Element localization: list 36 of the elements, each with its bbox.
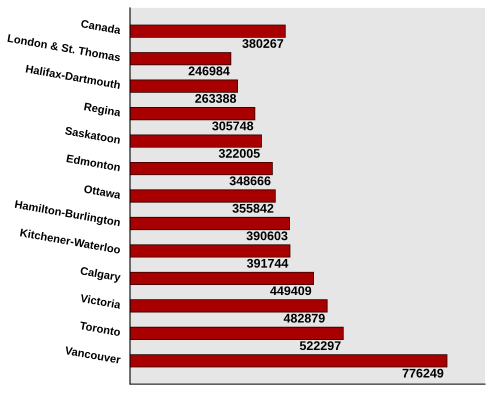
bar (130, 189, 276, 203)
y-tick-label: Toronto (79, 322, 121, 336)
bar (130, 24, 286, 38)
data-label: 263388 (195, 94, 236, 103)
y-tick-label: London & St. Thomas (7, 34, 121, 62)
data-label: 322005 (218, 148, 260, 158)
data-label: 246984 (188, 66, 230, 76)
bar (130, 162, 273, 176)
data-label: 482879 (284, 314, 325, 323)
data-label: 449409 (270, 286, 312, 296)
bar (130, 107, 256, 120)
data-label: 776249 (402, 368, 444, 378)
data-label: 355842 (232, 204, 274, 213)
data-label: 305748 (212, 121, 254, 130)
y-tick-label: Saskatoon (64, 126, 121, 144)
bar (130, 52, 232, 66)
y-tick-label: Canada (80, 19, 122, 34)
y-tick-label: Ottawa (84, 184, 122, 199)
data-label: 391744 (246, 258, 288, 268)
bar (130, 80, 238, 93)
data-label: 348666 (230, 176, 270, 186)
data-label: 390603 (246, 231, 288, 240)
y-tick-label: Calgary (80, 266, 122, 284)
y-tick-label: Regina (84, 102, 122, 119)
y-tick-label: Victoria (80, 294, 122, 309)
data-label: 522297 (300, 341, 341, 350)
y-tick-label: Edmonton (66, 154, 120, 172)
data-label: 380267 (242, 39, 284, 48)
bar (130, 326, 344, 340)
y-tick-label: Vancouver (64, 346, 121, 364)
bar (130, 299, 328, 312)
bar (130, 244, 290, 258)
bar (130, 354, 448, 368)
bar (130, 216, 290, 230)
bar (130, 134, 262, 148)
bar (130, 272, 314, 286)
